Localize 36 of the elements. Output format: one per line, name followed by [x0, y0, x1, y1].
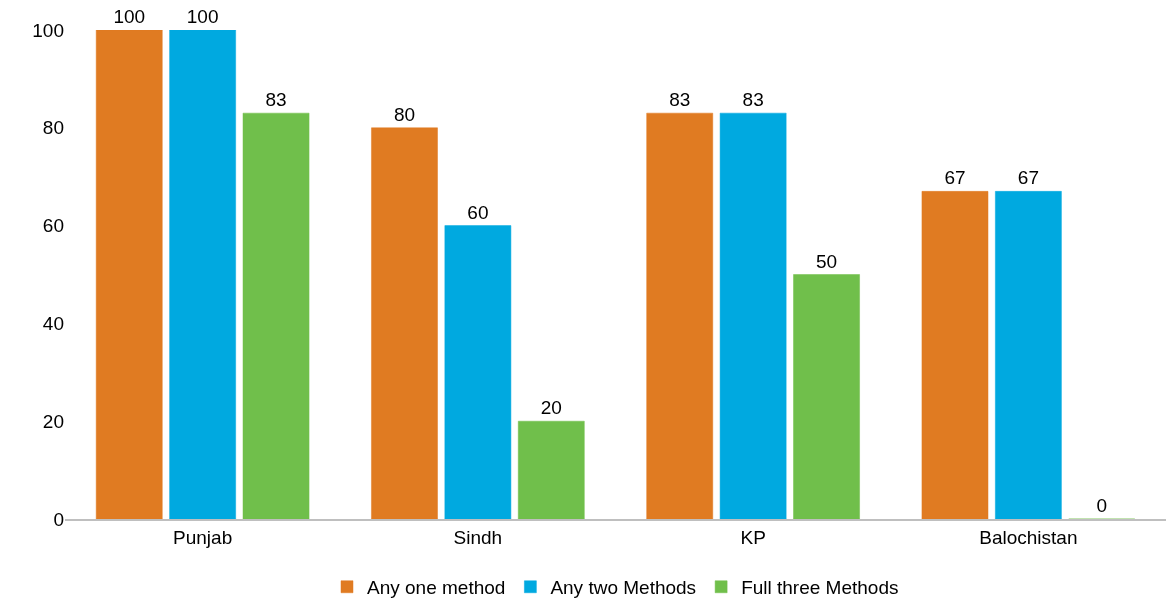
data-label: 80 [393, 103, 416, 125]
data-label: 20 [540, 397, 562, 419]
x-tick-label: Punjab [173, 526, 233, 548]
legend-label: Full three Methods [741, 577, 899, 599]
data-label: 60 [467, 201, 489, 223]
data-label: 50 [815, 250, 838, 272]
bar [242, 112, 310, 519]
data-label: 83 [669, 89, 691, 111]
y-tick-label: 20 [42, 410, 64, 432]
y-tick-label: 40 [42, 313, 64, 335]
bar [793, 274, 860, 519]
bar [995, 191, 1062, 519]
legend-label: Any two Methods [550, 577, 697, 599]
y-tick-label: 60 [42, 215, 64, 237]
data-label: 83 [265, 89, 287, 111]
bar [921, 191, 989, 519]
bar [169, 30, 236, 519]
bar [719, 112, 787, 519]
bar [518, 420, 585, 519]
y-tick-label: 80 [42, 117, 64, 139]
legend-label: Any one method [367, 577, 506, 599]
data-label: 0 [1096, 495, 1108, 516]
bar [444, 225, 512, 519]
x-tick-label: Sindh [453, 526, 503, 548]
x-tick-label: KP [740, 526, 766, 548]
data-label: 67 [944, 167, 966, 189]
data-label: 100 [186, 6, 219, 27]
bar [95, 30, 163, 519]
bar [646, 112, 714, 519]
x-tick-label: Balochistan [979, 526, 1078, 548]
data-label: 83 [742, 89, 764, 111]
bar [371, 127, 438, 519]
y-tick-label: 100 [32, 19, 64, 41]
y-tick-label: 0 [53, 508, 64, 530]
data-label: 67 [1017, 167, 1039, 189]
data-label: 100 [113, 6, 146, 27]
